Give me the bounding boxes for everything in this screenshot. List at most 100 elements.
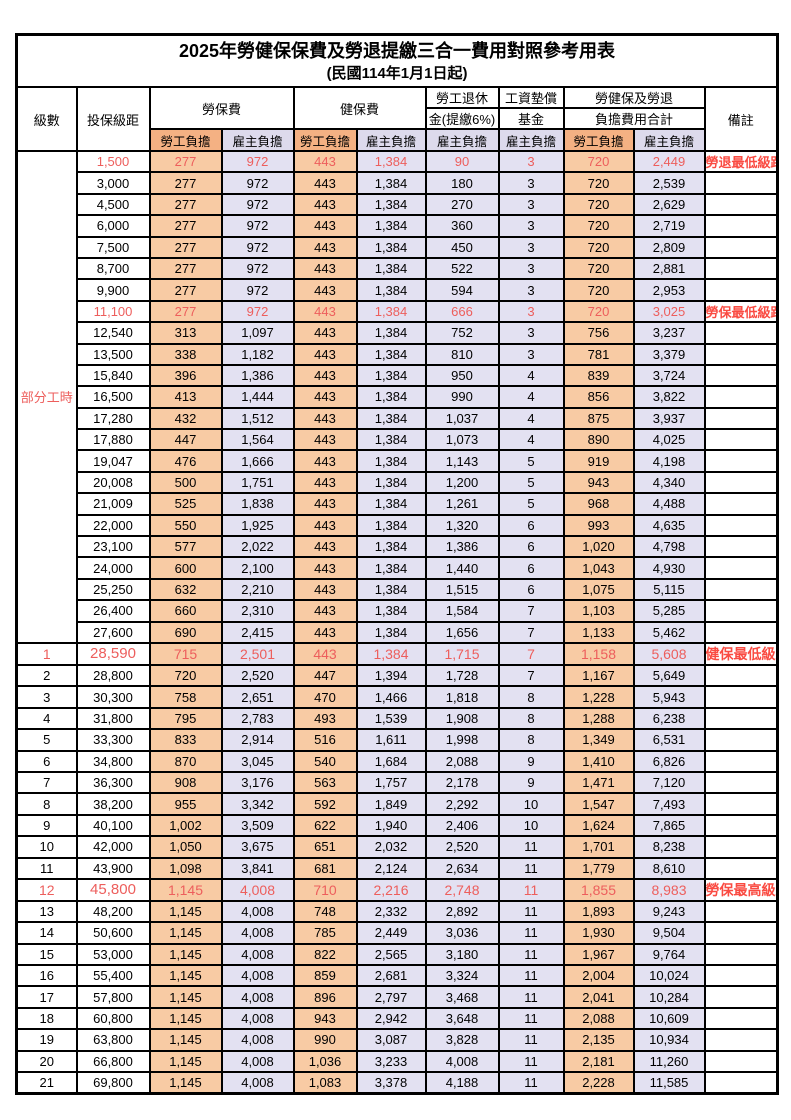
cell-labor-ins-employer: 4,008 xyxy=(220,1006,295,1031)
cell-labor-ins-employee: 277 xyxy=(148,171,223,195)
table-row: 17,880 447 1,564 443 1,384 1,073 4 890 4,025 xyxy=(17,428,779,452)
cell-labor-ins-employer: 3,176 xyxy=(220,770,295,795)
cell-total-employee: 2,181 xyxy=(562,1049,635,1074)
cell-total-employee: 839 xyxy=(562,363,635,388)
cell-bracket: 16,500 xyxy=(75,385,151,409)
cell-total-employee: 968 xyxy=(562,492,635,516)
cell-total-employee: 2,088 xyxy=(562,1006,635,1031)
table-row: 4,500 277 972 443 1,384 270 3 720 2,629 xyxy=(17,192,779,217)
cell-wage-fund-employer: 11 xyxy=(497,985,565,1009)
cell-labor-ins-employee: 1,145 xyxy=(148,1071,223,1095)
cell-health-ins-employer: 1,940 xyxy=(355,813,427,838)
cell-total-employee: 756 xyxy=(562,321,635,345)
cell-labor-ins-employer: 2,310 xyxy=(220,599,295,623)
cell-health-ins-employee: 443 xyxy=(292,363,358,388)
cell-labor-ins-employee: 660 xyxy=(148,599,223,623)
cell-total-employee: 1,547 xyxy=(562,792,635,816)
cell-labor-ins-employer: 4,008 xyxy=(220,942,295,967)
cell-wage-fund-employer: 6 xyxy=(497,513,565,538)
cell-labor-ins-employer: 972 xyxy=(220,299,295,324)
cell-remark xyxy=(703,492,779,516)
cell-wage-fund-employer: 11 xyxy=(497,1006,565,1031)
cell-labor-ins-employee: 277 xyxy=(148,192,223,217)
cell-labor-ins-employer: 2,914 xyxy=(220,728,295,752)
cell-wage-fund-employer: 8 xyxy=(497,706,565,731)
cell-remark xyxy=(703,1049,779,1074)
cell-labor-ins-employer: 1,512 xyxy=(220,406,295,431)
cell-wage-fund-employer: 9 xyxy=(497,749,565,773)
cell-health-ins-employer: 1,384 xyxy=(355,641,427,666)
table-row: 16,500 413 1,444 443 1,384 990 4 856 3,822 xyxy=(17,385,779,409)
cell-labor-ins-employer: 2,022 xyxy=(220,535,295,559)
cell-health-ins-employee: 443 xyxy=(292,641,358,666)
cell-remark xyxy=(703,728,779,752)
cell-health-ins-employer: 1,384 xyxy=(355,171,427,195)
cell-pension-employer: 3,828 xyxy=(424,1028,500,1052)
cell-labor-ins-employee: 600 xyxy=(148,556,223,580)
cell-labor-ins-employer: 1,097 xyxy=(220,321,295,345)
table-row: 22,000 550 1,925 443 1,384 1,320 6 993 4,635 xyxy=(17,513,779,538)
cell-pension-employer: 1,728 xyxy=(424,663,500,688)
cell-health-ins-employer: 1,384 xyxy=(355,235,427,259)
cell-labor-ins-employer: 4,008 xyxy=(220,1071,295,1095)
cell-wage-fund-employer: 7 xyxy=(497,663,565,688)
cell-total-employee: 1,075 xyxy=(562,577,635,602)
cell-labor-ins-employer: 1,386 xyxy=(220,363,295,388)
cell-remark xyxy=(703,192,779,217)
cell-pension-employer: 2,892 xyxy=(424,899,500,924)
cell-level: 15 xyxy=(15,942,78,967)
cell-wage-fund-employer: 11 xyxy=(497,942,565,967)
cell-wage-fund-employer: 8 xyxy=(497,728,565,752)
cell-total-employer: 3,724 xyxy=(632,363,706,388)
reference-table-sheet: 2025年勞健保保費及勞退提繳三合一費用對照參考用表 (民國114年1月1日起)… xyxy=(15,33,780,1096)
cell-bracket: 40,100 xyxy=(75,813,151,838)
cell-health-ins-employee: 443 xyxy=(292,385,358,409)
cell-labor-ins-employee: 277 xyxy=(148,278,223,302)
cell-wage-fund-employer: 8 xyxy=(497,685,565,709)
cell-pension-employer: 450 xyxy=(424,235,500,259)
cell-total-employer: 10,609 xyxy=(632,1006,706,1031)
cell-labor-ins-employer: 972 xyxy=(220,256,295,281)
cell-remark xyxy=(703,1071,779,1095)
cell-labor-ins-employee: 525 xyxy=(148,492,223,516)
table-row: 13,500 338 1,182 443 1,384 810 3 781 3,379 xyxy=(17,342,779,366)
cell-health-ins-employee: 443 xyxy=(292,620,358,645)
cell-total-employer: 2,809 xyxy=(632,235,706,259)
cell-bracket: 57,800 xyxy=(75,985,151,1009)
cell-wage-fund-employer: 10 xyxy=(497,792,565,816)
cell-remark xyxy=(703,706,779,731)
cell-total-employer: 4,798 xyxy=(632,535,706,559)
cell-level: 16 xyxy=(15,964,78,988)
cell-total-employee: 2,004 xyxy=(562,964,635,988)
cell-health-ins-employee: 443 xyxy=(292,492,358,516)
cell-labor-ins-employer: 1,838 xyxy=(220,492,295,516)
cell-level: 10 xyxy=(15,835,78,859)
cell-health-ins-employer: 1,384 xyxy=(355,449,427,473)
premium-table: 2025年勞健保保費及勞退提繳三合一費用對照參考用表 (民國114年1月1日起)… xyxy=(15,33,780,1096)
cell-labor-ins-employee: 338 xyxy=(148,342,223,366)
cell-health-ins-employee: 443 xyxy=(292,235,358,259)
cell-health-ins-employee: 447 xyxy=(292,663,358,688)
cell-bracket: 48,200 xyxy=(75,899,151,924)
cell-labor-ins-employer: 972 xyxy=(220,235,295,259)
cell-labor-ins-employee: 432 xyxy=(148,406,223,431)
cell-total-employer: 2,629 xyxy=(632,192,706,217)
cell-labor-ins-employer: 3,841 xyxy=(220,856,295,880)
cell-bracket: 66,800 xyxy=(75,1049,151,1074)
cell-total-employer: 9,504 xyxy=(632,921,706,945)
table-row: 8,700 277 972 443 1,384 522 3 720 2,881 xyxy=(17,256,779,281)
cell-labor-ins-employer: 4,008 xyxy=(220,1028,295,1052)
cell-wage-fund-employer: 11 xyxy=(497,964,565,988)
cell-bracket: 60,800 xyxy=(75,1006,151,1031)
cell-labor-ins-employer: 1,666 xyxy=(220,449,295,473)
cell-labor-ins-employee: 500 xyxy=(148,470,223,495)
cell-bracket: 21,009 xyxy=(75,492,151,516)
cell-wage-fund-employer: 6 xyxy=(497,577,565,602)
cell-remark xyxy=(703,513,779,538)
cell-labor-ins-employer: 972 xyxy=(220,214,295,238)
cell-labor-ins-employer: 3,675 xyxy=(220,835,295,859)
cell-wage-fund-employer: 3 xyxy=(497,149,565,174)
cell-bracket: 8,700 xyxy=(75,256,151,281)
cell-pension-employer: 1,715 xyxy=(424,641,500,666)
cell-health-ins-employee: 443 xyxy=(292,535,358,559)
